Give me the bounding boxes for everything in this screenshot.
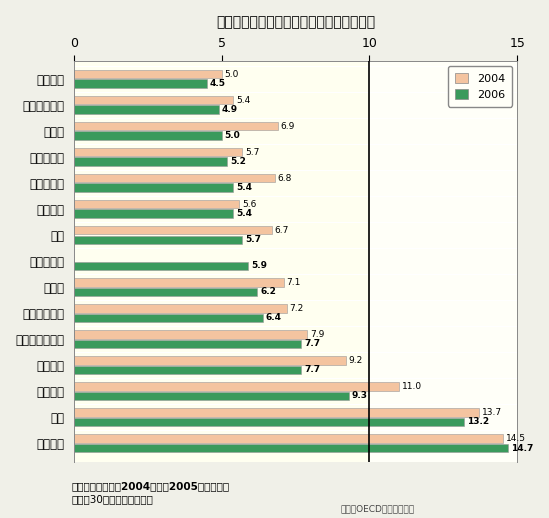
Bar [74, 200, 239, 208]
Text: 5.7: 5.7 [245, 235, 261, 244]
Text: 事故後30日の死者数で比較: 事故後30日の死者数で比較 [71, 495, 153, 505]
Bar [74, 183, 233, 192]
Text: 出典：OECD資料より作成: 出典：OECD資料より作成 [340, 505, 414, 514]
Bar [74, 278, 284, 286]
Text: 14.7: 14.7 [511, 443, 534, 453]
Title: 人口１０万人あたり交通事故死者数（人）: 人口１０万人あたり交通事故死者数（人） [216, 15, 375, 29]
Text: 6.9: 6.9 [281, 122, 295, 131]
Text: 6.2: 6.2 [260, 287, 276, 296]
Legend: 2004, 2006: 2004, 2006 [448, 66, 512, 107]
Bar [74, 236, 242, 244]
Bar [74, 79, 207, 88]
Bar [74, 226, 272, 235]
Text: 6.8: 6.8 [278, 174, 292, 183]
Bar [74, 174, 275, 182]
Text: 5.7: 5.7 [245, 148, 260, 156]
Bar [74, 96, 233, 104]
Text: 4.9: 4.9 [222, 105, 238, 114]
Bar [74, 262, 248, 270]
Bar [74, 313, 263, 322]
Text: 4.5: 4.5 [210, 79, 226, 88]
Bar [74, 418, 464, 426]
Bar [74, 122, 278, 131]
Text: 7.2: 7.2 [289, 304, 304, 313]
Text: 13.7: 13.7 [482, 408, 502, 417]
Text: 7.1: 7.1 [287, 278, 301, 287]
Text: 5.4: 5.4 [237, 96, 250, 105]
Bar [74, 356, 346, 365]
Text: 7.7: 7.7 [304, 365, 321, 375]
Bar [74, 157, 227, 166]
Bar [74, 366, 301, 374]
Bar [369, 61, 517, 462]
Text: 5.4: 5.4 [237, 183, 253, 192]
Bar [74, 105, 219, 113]
Bar [74, 340, 301, 348]
Text: 14.5: 14.5 [506, 434, 525, 443]
Bar [74, 392, 349, 400]
Text: 9.3: 9.3 [352, 392, 368, 400]
Bar [74, 148, 242, 156]
Bar [74, 382, 399, 391]
Text: 5.0: 5.0 [225, 69, 239, 79]
Text: 5.2: 5.2 [231, 157, 247, 166]
Bar [74, 287, 257, 296]
Text: 5.4: 5.4 [237, 209, 253, 218]
Text: 7.9: 7.9 [310, 330, 324, 339]
Text: 6.4: 6.4 [266, 313, 282, 322]
Text: 11.0: 11.0 [402, 382, 422, 391]
Bar [74, 330, 307, 339]
Text: 韓国、アメリカは2004年とで2005年のデータ: 韓国、アメリカは2004年とで2005年のデータ [71, 482, 229, 492]
Text: 5.0: 5.0 [225, 131, 240, 140]
Bar [74, 132, 222, 140]
Text: 13.2: 13.2 [467, 418, 489, 426]
Text: 9.2: 9.2 [349, 356, 363, 365]
Bar [74, 70, 222, 78]
Bar [74, 408, 479, 417]
Bar [74, 61, 369, 462]
Bar [74, 435, 502, 443]
Text: 7.7: 7.7 [304, 339, 321, 348]
Text: 5.9: 5.9 [251, 261, 267, 270]
Bar [74, 444, 508, 452]
Text: 6.7: 6.7 [275, 226, 289, 235]
Bar [74, 304, 287, 312]
Bar [74, 209, 233, 218]
Text: 5.6: 5.6 [242, 200, 256, 209]
